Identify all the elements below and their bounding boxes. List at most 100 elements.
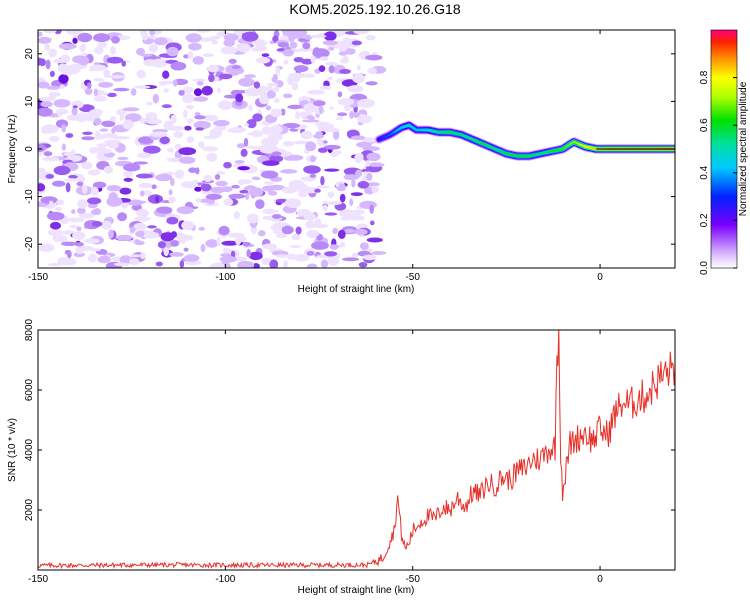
noise-blob [46, 211, 65, 221]
noise-blob [289, 245, 302, 248]
noise-blob [365, 34, 376, 41]
noise-blob [160, 232, 175, 242]
noise-blob [246, 249, 251, 258]
noise-blob [339, 193, 346, 203]
noise-blob [249, 251, 263, 261]
noise-blob [44, 30, 57, 34]
noise-blob [211, 40, 219, 45]
noise-blob [326, 76, 334, 80]
noise-blob [356, 223, 368, 229]
snr-x-axis-label: Height of straight line (km) [298, 585, 415, 596]
noise-blob [65, 30, 83, 35]
noise-blob [80, 52, 88, 57]
noise-blob [277, 42, 290, 48]
noise-blob [280, 169, 298, 174]
noise-blob [77, 199, 88, 209]
noise-blob [72, 231, 86, 240]
noise-blob [203, 202, 220, 207]
noise-blob [195, 127, 204, 131]
noise-blob [169, 252, 184, 257]
noise-blob [266, 90, 276, 99]
noise-blob [358, 262, 368, 268]
noise-blob [231, 184, 240, 189]
noise-blob [365, 54, 383, 61]
noise-blob [314, 188, 321, 193]
noise-blob [193, 88, 203, 97]
noise-blob [365, 81, 378, 86]
spectrogram-y-tick-label: 20 [24, 48, 35, 60]
noise-blob [147, 225, 157, 229]
noise-blob [198, 226, 206, 231]
noise-blob [184, 93, 195, 104]
noise-blob [244, 123, 249, 127]
noise-blob [200, 183, 212, 192]
noise-blob [337, 91, 343, 98]
spectrogram-y-tick-label: -10 [24, 189, 35, 204]
noise-blob [306, 251, 315, 256]
noise-blob [66, 250, 72, 259]
noise-blob [247, 145, 260, 149]
noise-blob [113, 87, 130, 92]
noise-blob [269, 259, 279, 268]
noise-blob [314, 121, 330, 127]
noise-blob [314, 218, 322, 228]
noise-blob [225, 34, 234, 40]
noise-blob [370, 220, 375, 226]
colorbar-tick-label: 0.8 [699, 70, 710, 84]
noise-blob [209, 128, 222, 138]
noise-blob [81, 136, 95, 141]
noise-blob [53, 99, 71, 108]
noise-blob [145, 112, 158, 120]
noise-blob [155, 195, 160, 203]
noise-blob [237, 166, 250, 171]
noise-blob [306, 263, 318, 268]
noise-blob [251, 130, 263, 138]
noise-blob [175, 234, 194, 242]
noise-blob [142, 32, 149, 41]
noise-blob [337, 112, 348, 117]
noise-blob [182, 86, 194, 94]
noise-blob [231, 65, 241, 70]
snr-y-tick-label: 4000 [24, 438, 35, 461]
noise-blob [179, 260, 185, 268]
noise-blob [46, 85, 61, 90]
noise-blob [179, 156, 196, 164]
noise-blob [155, 261, 163, 267]
noise-blob [159, 136, 170, 145]
noise-blob [254, 199, 265, 210]
noise-blob [94, 135, 107, 139]
noise-blob [339, 209, 356, 219]
noise-blob [233, 211, 241, 220]
noise-blob [111, 128, 116, 134]
noise-blob [93, 117, 102, 126]
noise-blob [167, 147, 174, 153]
noise-blob [183, 125, 192, 131]
noise-blob [309, 173, 317, 178]
noise-blob [129, 254, 142, 258]
noise-blob [93, 88, 99, 97]
spectrogram-y-tick-label: 10 [24, 95, 35, 107]
noise-blob [295, 226, 302, 235]
noise-blob [79, 43, 86, 53]
spectrogram-ridge-layer [374, 120, 675, 161]
noise-blob [335, 116, 344, 121]
noise-blob [173, 131, 184, 139]
noise-blob [75, 246, 85, 255]
snr-x-tick-label: 0 [597, 574, 603, 585]
noise-blob [167, 125, 185, 131]
noise-blob [97, 42, 108, 49]
noise-blob [291, 30, 308, 38]
noise-blob [365, 160, 371, 167]
spectrogram-y-ticks: -20 -10 0 10 20 [24, 48, 675, 251]
noise-blob [338, 51, 348, 56]
colorbar-gradient [710, 29, 738, 269]
noise-blob [361, 137, 379, 143]
noise-blob [257, 230, 266, 237]
noise-blob [152, 93, 159, 104]
noise-blob [317, 125, 335, 132]
snr-x-ticks: -150 -100 -50 0 [28, 330, 603, 585]
noise-blob [40, 196, 58, 204]
noise-blob [139, 190, 145, 197]
noise-blob [350, 192, 363, 197]
